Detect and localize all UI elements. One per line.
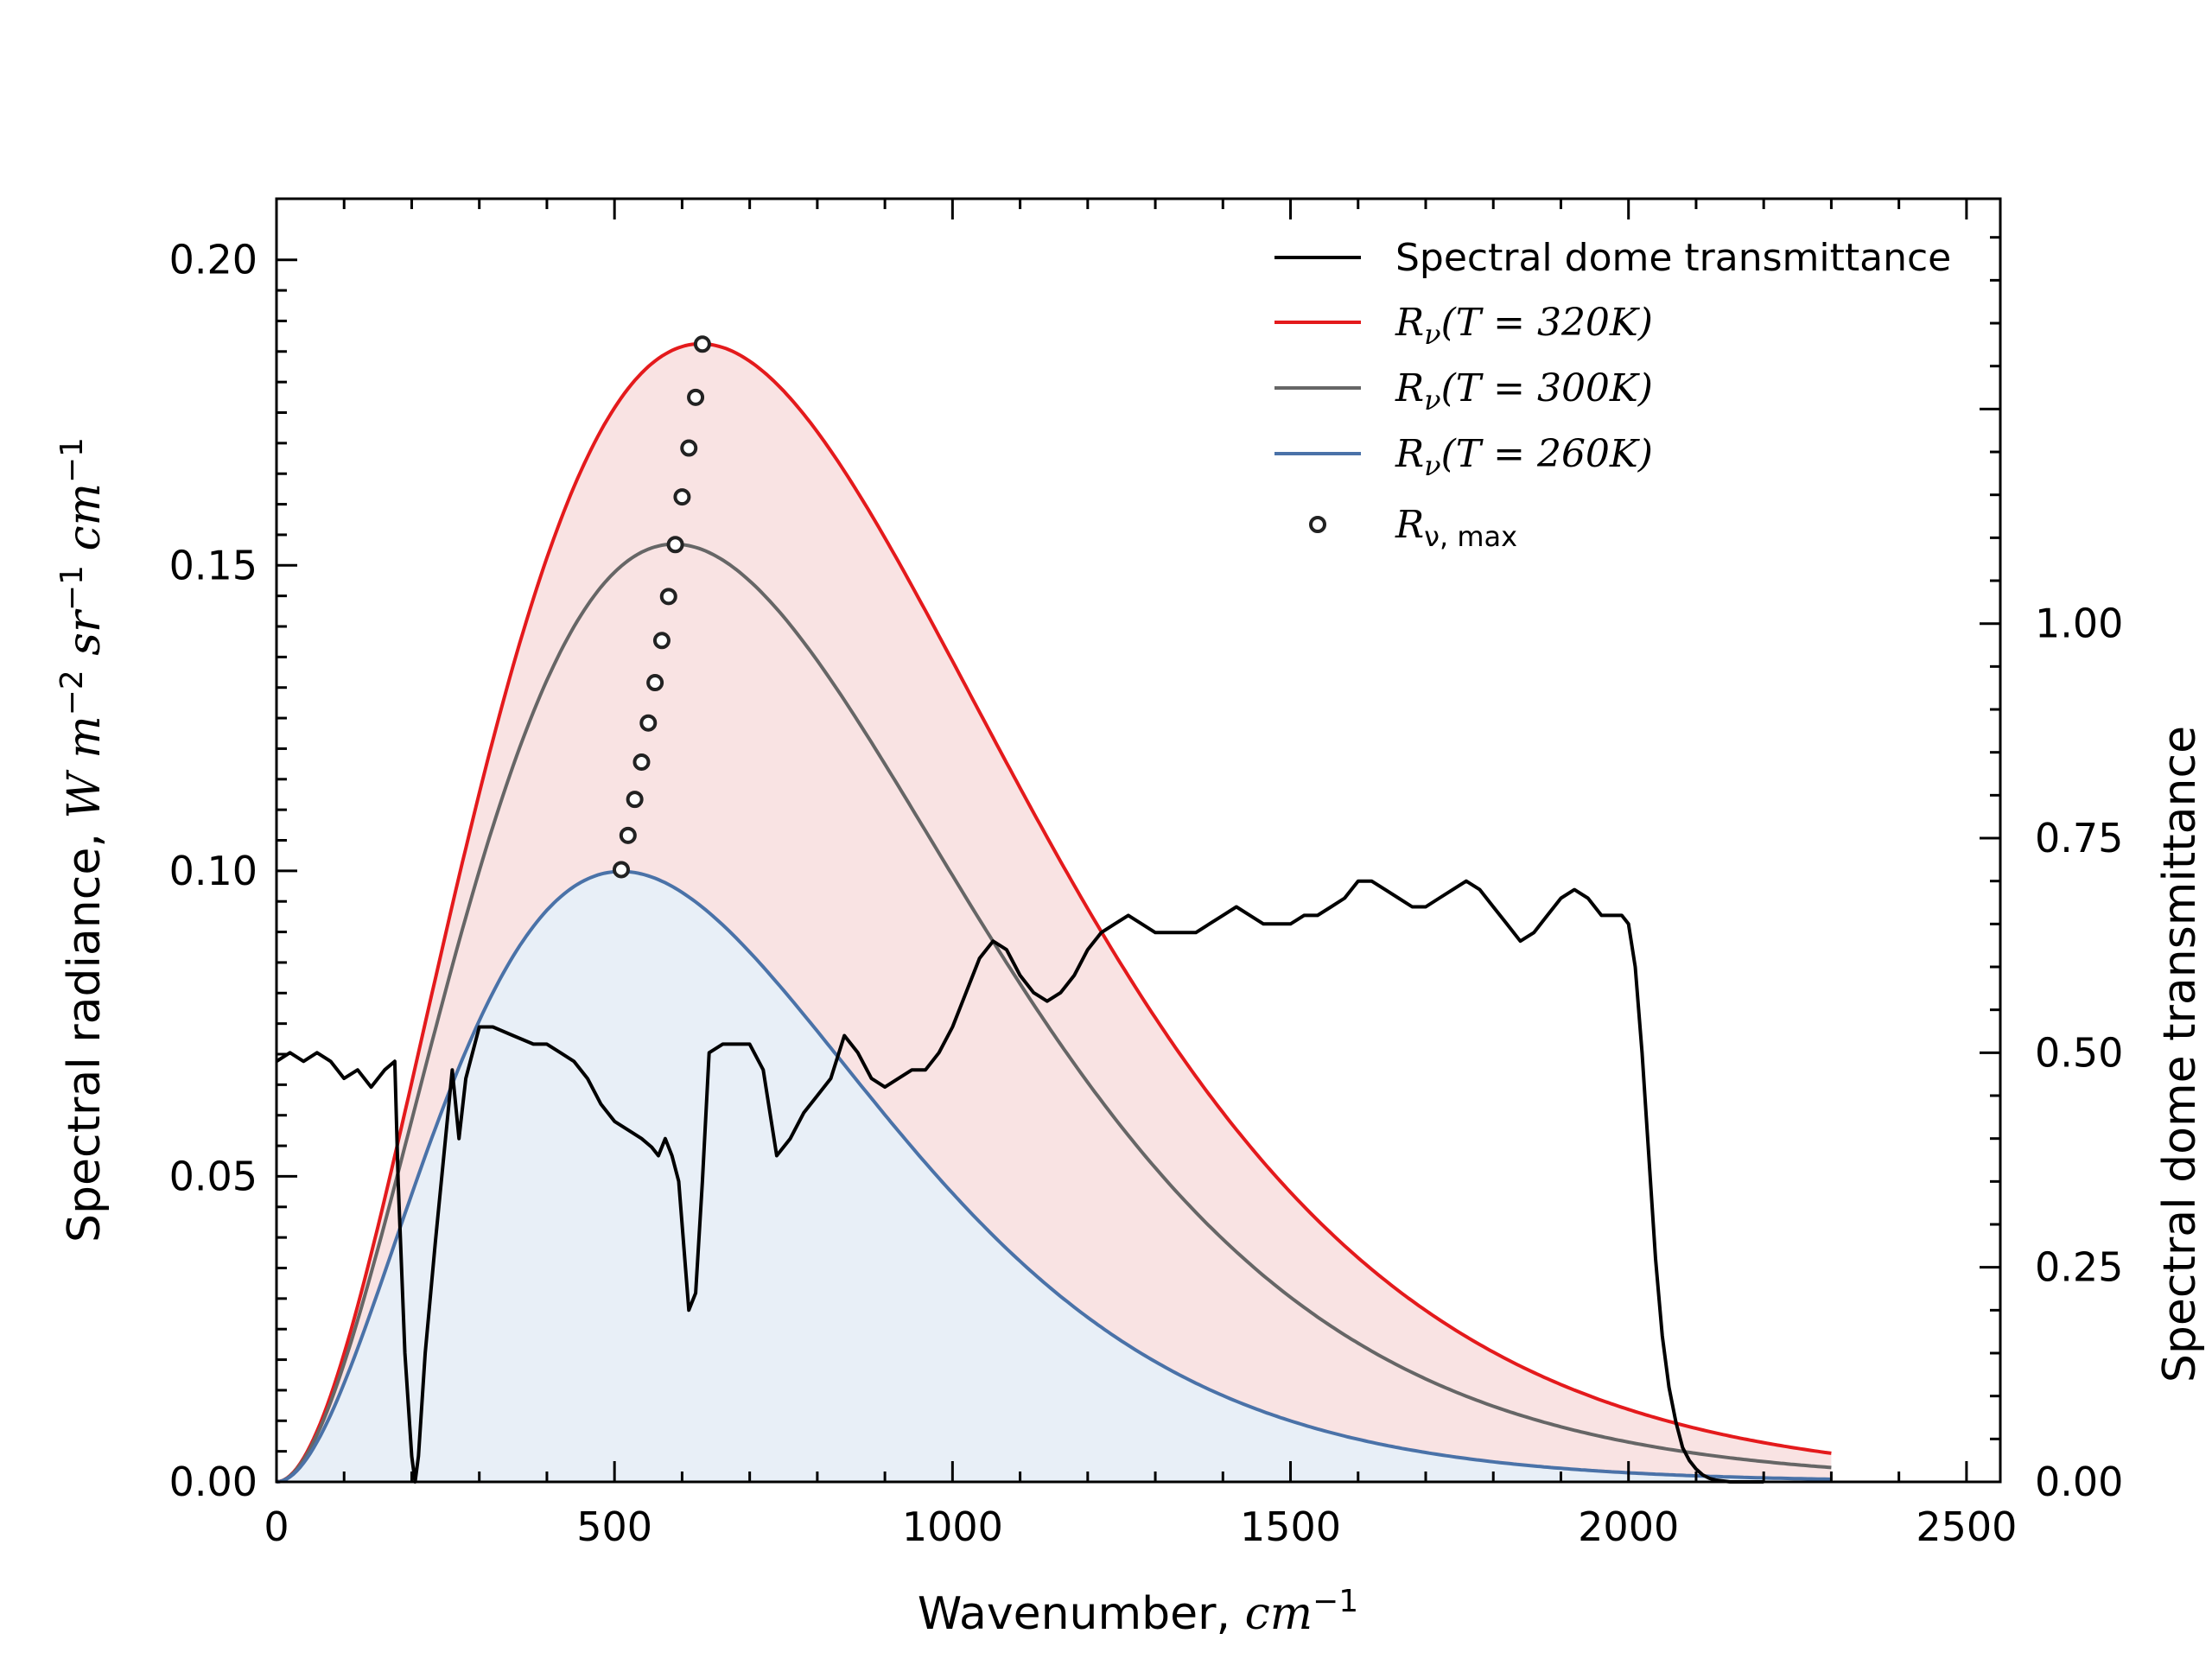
x-tick-label-4: 2000: [1578, 1503, 1679, 1550]
rmax-points: [613, 335, 711, 879]
x-tick-label-5: 2500: [1916, 1503, 2017, 1550]
legend-label-r300: Rν(T = 300K): [1395, 366, 1653, 416]
x-tick-label-0: 0: [264, 1503, 289, 1550]
rmax-point-3: [632, 753, 651, 771]
series-transmittance: [275, 879, 1764, 1484]
y2-tick-label-4: 1.00: [2035, 601, 2123, 647]
y-tick-label-4: 0.20: [169, 237, 257, 283]
series-r320: [276, 341, 1832, 1484]
y-axis-label: Spectral radiance, W m−2 sr−1 cm−1: [54, 437, 111, 1243]
legend-label-transmittance: Spectral dome transmittance: [1395, 236, 1951, 280]
rmax-point-1: [619, 826, 637, 844]
legend: Spectral dome transmittance Rν(T = 320K) R…: [1274, 236, 1951, 553]
x-tick-label-1: 500: [576, 1503, 652, 1550]
rmax-point-0: [613, 861, 630, 879]
y2-tick-label-2: 0.50: [2035, 1029, 2123, 1076]
rmax-point-11: [687, 388, 705, 406]
rmax-point-5: [646, 674, 664, 692]
fill-r260: [276, 871, 1832, 1482]
y-tick-label-3: 0.15: [169, 542, 257, 588]
series-lines: [275, 341, 1832, 1484]
series-r300: [276, 542, 1832, 1484]
rmax-point-4: [639, 714, 658, 732]
rmax-point-7: [659, 588, 677, 606]
x-axis-label: Wavenumber, cm−1: [918, 1584, 1358, 1640]
x-tick-label-2: 1000: [902, 1503, 1003, 1550]
rmax-point-6: [652, 632, 671, 650]
y2-tick-label-1: 0.25: [2035, 1244, 2123, 1291]
axis-tick-labels: 0 500 1000 1500 2000 2500 0.00 0.05 0.10 0.15 0.20…: [169, 237, 2124, 1550]
axis-ticks: [275, 199, 2000, 1484]
series-r260: [276, 869, 1832, 1484]
rmax-point-9: [673, 488, 691, 506]
y-tick-label-2: 0.10: [169, 848, 257, 894]
rmax-point-12: [693, 335, 711, 353]
legend-label-rmax: Rν, max: [1395, 503, 1517, 553]
legend-marker-rmax: [1309, 516, 1326, 533]
y-tick-label-1: 0.05: [169, 1153, 257, 1199]
x-tick-label-3: 1500: [1240, 1503, 1341, 1550]
rmax-point-10: [680, 439, 698, 457]
y2-axis-label: Spectral dome transmittance: [2154, 726, 2206, 1382]
y-tick-label-0: 0.00: [169, 1459, 257, 1505]
legend-label-r260: Rν(T = 260K): [1395, 432, 1653, 482]
rmax-point-8: [666, 536, 684, 554]
radiance-fills: [276, 343, 1832, 1482]
y2-tick-label-0: 0.00: [2035, 1459, 2123, 1505]
rmax-point-2: [626, 791, 644, 809]
legend-label-r320: Rν(T = 320K): [1395, 301, 1653, 351]
y2-tick-label-3: 0.75: [2035, 815, 2123, 861]
